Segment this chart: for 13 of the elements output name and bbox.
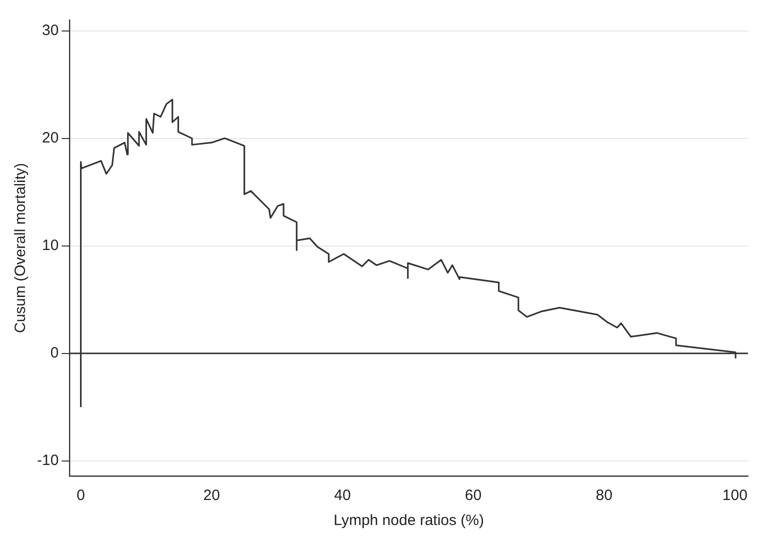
x-tick-label: 60 (464, 487, 482, 504)
y-axis-title: Cusum (Overall mortality) (12, 162, 30, 334)
y-tick-label: 30 (42, 22, 59, 39)
x-tick-label: 80 (596, 487, 612, 504)
y-tick-label: -10 (36, 452, 59, 470)
y-tick-label: 10 (42, 236, 59, 254)
x-tick-label: 40 (334, 487, 351, 504)
y-tick-label: 20 (42, 129, 59, 146)
x-tick-label: 100 (722, 487, 748, 504)
x-tick-label: 20 (203, 487, 220, 504)
x-tick-label: 0 (76, 487, 85, 504)
x-axis-title: Lymph node ratios (%) (334, 512, 484, 530)
y-tick-label: 0 (50, 344, 59, 362)
